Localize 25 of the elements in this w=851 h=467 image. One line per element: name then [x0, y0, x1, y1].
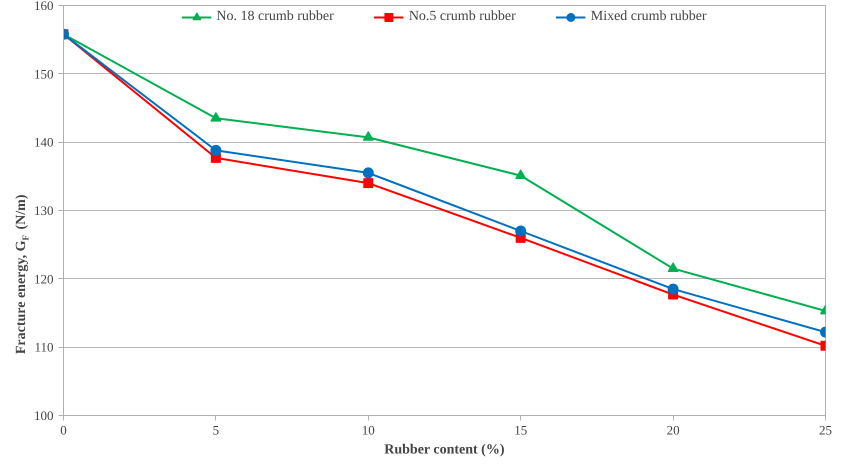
x-tick-label: 0 — [60, 422, 67, 438]
point — [515, 226, 526, 236]
point — [210, 144, 222, 156]
x-tick-label: 25 — [819, 422, 832, 438]
y-tick-label: 110 — [34, 340, 54, 355]
point — [210, 112, 222, 122]
legend-label: Mixed crumb rubber — [590, 9, 707, 25]
x-axis-title: Rubber content (%) — [384, 442, 505, 458]
y-tick-label: 150 — [34, 66, 54, 82]
legend-label: No.5 crumb rubber — [408, 9, 516, 25]
legend-label: No. 18 crumb rubber — [216, 9, 334, 25]
y-tick-label: 130 — [34, 203, 54, 218]
x-tick-label: 20 — [666, 422, 680, 438]
point — [362, 131, 374, 141]
x-tick-label: 15 — [514, 422, 528, 438]
x-tick-label: 5 — [212, 422, 220, 438]
y-axis-title: Fracture energy, GF (N/m) — [14, 194, 30, 354]
x-tick-label: 10 — [362, 422, 375, 438]
point — [362, 167, 374, 178]
y-tick-label: 140 — [34, 134, 54, 150]
point — [363, 178, 374, 188]
y-tick-label: 100 — [34, 408, 54, 423]
y-tick-label: 120 — [34, 271, 54, 286]
point — [515, 169, 526, 180]
y-tick-label: 160 — [34, 0, 54, 13]
